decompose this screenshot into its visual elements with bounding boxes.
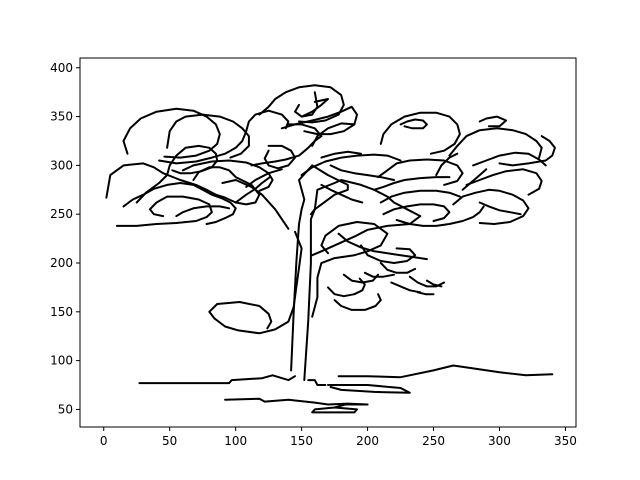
series-line-19	[263, 144, 296, 170]
series-line-35	[382, 203, 451, 222]
series-line-11	[115, 195, 213, 227]
series-line-53	[333, 293, 382, 311]
series-line-49	[360, 244, 417, 264]
y-tick-label: 250	[50, 207, 73, 221]
series-line-45	[478, 201, 522, 216]
series-line-47	[461, 168, 488, 191]
series-line-1	[224, 397, 369, 414]
y-tick-label: 300	[50, 158, 73, 172]
series-line-2	[337, 364, 554, 379]
series-line-6	[307, 379, 327, 386]
series-line-18	[175, 205, 231, 218]
y-tick-label: 400	[50, 61, 73, 75]
series-line-37	[452, 188, 530, 225]
series-line-58	[416, 291, 435, 296]
x-tick-label: 350	[554, 434, 577, 448]
series-line-41	[379, 111, 461, 155]
series-line-34	[379, 189, 461, 204]
series-line-24	[280, 105, 358, 136]
series-line-9	[311, 221, 389, 318]
x-tick-label: 0	[100, 434, 108, 448]
series-line-14	[122, 107, 221, 159]
series-line-20	[250, 123, 323, 167]
x-tick-label: 200	[356, 434, 379, 448]
series-line-42	[399, 118, 428, 130]
y-tick-label: 200	[50, 256, 73, 270]
plot-lines	[105, 84, 556, 414]
series-line-39	[472, 151, 547, 167]
series-line-15	[166, 113, 250, 159]
y-tick-label: 50	[58, 402, 73, 416]
series-line-25	[300, 98, 329, 118]
series-line-57	[425, 279, 443, 288]
y-tick-label: 150	[50, 305, 73, 319]
series-line-10	[105, 162, 261, 206]
series-line-33	[373, 176, 451, 191]
series-line-44	[498, 135, 556, 167]
series-line-36	[395, 205, 485, 227]
x-tick-label: 300	[488, 434, 511, 448]
series-line-54	[342, 273, 380, 284]
series-line-22	[234, 176, 271, 204]
series-line-55	[363, 271, 395, 278]
axes-frame	[79, 57, 577, 428]
series-line-38	[465, 168, 543, 196]
y-axis-ticks: 50 100 150 200 250 300 350 400	[50, 61, 80, 416]
series-line-56	[390, 281, 422, 294]
series-line-0	[138, 374, 296, 385]
series-line-40	[448, 127, 543, 159]
series-line-12	[122, 182, 237, 225]
series-line-5	[303, 179, 422, 382]
series-line-29	[300, 153, 402, 177]
y-tick-label: 100	[50, 354, 73, 368]
series-line-43	[478, 115, 508, 128]
series-line-26	[294, 91, 319, 118]
series-line-28	[320, 150, 362, 159]
series-line-8	[208, 230, 303, 335]
x-axis-ticks: 0 50 100 150 200 250 300 350	[100, 427, 577, 448]
series-line-21	[245, 168, 283, 188]
x-tick-label: 100	[224, 434, 247, 448]
series-line-27	[311, 122, 356, 147]
x-tick-label: 250	[422, 434, 445, 448]
x-tick-label: 150	[290, 434, 313, 448]
series-line-3	[327, 384, 411, 394]
series-line-52	[327, 277, 366, 298]
y-tick-label: 350	[50, 110, 73, 124]
series-line-50	[379, 262, 417, 274]
series-line-13	[135, 144, 219, 204]
series-line-31	[320, 183, 364, 204]
series-line-17	[158, 109, 290, 165]
series-line-23	[258, 84, 345, 124]
series-line-30	[329, 164, 395, 181]
x-tick-label: 50	[162, 434, 177, 448]
series-line-46	[435, 152, 459, 177]
series-line-32	[377, 158, 464, 186]
